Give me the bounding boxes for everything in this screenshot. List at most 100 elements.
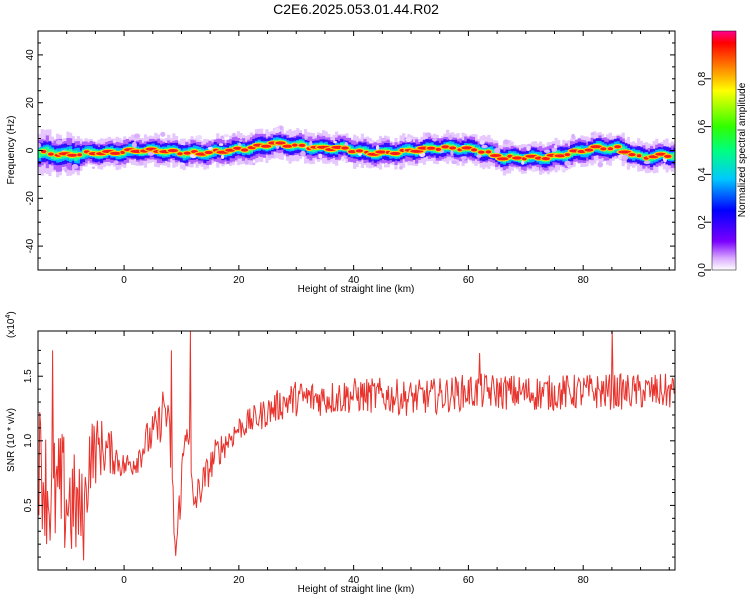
heatmap-fleck — [55, 139, 63, 145]
heatmap-fleck — [597, 161, 604, 168]
x-tick-label: 20 — [233, 275, 245, 286]
heatmap-peak-core — [614, 145, 622, 149]
heatmap-fleck — [195, 135, 203, 140]
heatmap-fleck — [218, 143, 224, 146]
snr-frame — [37, 330, 676, 571]
heatmap-fleck — [643, 160, 651, 165]
snr-xlabel: Height of straight line (km) — [298, 584, 415, 595]
heatmap-fleck — [561, 166, 565, 172]
heatmap-fleck — [300, 150, 306, 157]
heatmap-fleck — [526, 145, 531, 151]
heatmap-peak-core — [355, 149, 364, 153]
heatmap-peak-core — [628, 153, 636, 157]
colorbar-tick-label: 0.8 — [697, 71, 708, 85]
heatmap-fleck — [451, 160, 458, 165]
spectrogram-xlabel: Height of straight line (km) — [298, 284, 415, 295]
heatmap-fleck — [343, 155, 347, 159]
heatmap-fleck — [405, 137, 412, 143]
heatmap-fleck — [448, 134, 453, 141]
heatmap-fleck — [318, 153, 323, 159]
heatmap-fleck — [333, 140, 337, 144]
heatmap-fleck — [564, 160, 571, 166]
heatmap-peak-core — [282, 144, 293, 148]
snr-multiplier-exp: 4 — [5, 315, 12, 319]
colorbar-gradient — [711, 30, 737, 271]
heatmap-peak-core — [478, 150, 485, 154]
heatmap-peak-core — [120, 150, 125, 154]
heatmap-peak-core — [233, 146, 242, 150]
heatmap-fleck — [133, 133, 141, 139]
snr-ticks: 0 20 40 60 80 0.5 1.0 1.5 — [23, 331, 675, 586]
heatmap-fleck — [221, 154, 225, 159]
heatmap-cell — [673, 152, 675, 160]
heatmap-peak-core — [260, 144, 272, 148]
heatmap-peak-core — [109, 151, 122, 155]
snr-series-line — [38, 331, 675, 561]
heatmap-peak-core — [341, 146, 349, 150]
snr-multiplier: (x104) — [5, 311, 17, 338]
colorbar-label: Normalized spectral amplitude — [737, 82, 748, 217]
y-tick-label: 1.5 — [23, 369, 34, 383]
heatmap-peak-core — [177, 152, 183, 156]
heatmap-fleck — [621, 154, 629, 161]
heatmap-fleck — [112, 140, 117, 143]
heatmap-fleck — [71, 164, 79, 169]
snr-ylabel: SNR (10 * v/v) — [6, 408, 17, 472]
heatmap-peak-core — [564, 153, 571, 157]
spectrogram-ylabel: Frequency (Hz) — [6, 116, 17, 185]
heatmap-fleck — [494, 147, 501, 154]
x-tick-label: 40 — [348, 275, 360, 286]
colorbar-tick-label: 0.2 — [697, 215, 708, 229]
heatmap-peak-core — [485, 150, 492, 154]
x-tick-label: 60 — [463, 575, 475, 586]
spectrogram-ticks: 0 20 40 60 80 -40 -20 0 20 40 — [25, 31, 675, 286]
y-tick-label: -40 — [25, 238, 36, 253]
heatmap-fleck — [399, 165, 403, 170]
heatmap-fleck — [476, 154, 482, 158]
heatmap-fleck — [591, 132, 595, 135]
heatmap-cell — [38, 148, 42, 158]
heatmap-peak-core — [461, 146, 473, 150]
heatmap-peak-core — [584, 148, 594, 152]
heatmap-fleck — [384, 162, 388, 165]
colorbar: 0.0 0.2 0.4 0.6 0.8 Normalized spectral ampl… — [697, 30, 748, 277]
heatmap-peak-core — [471, 148, 478, 152]
heatmap-peak-core — [375, 150, 387, 154]
heatmap-fleck — [551, 147, 558, 152]
y-tick-label: -20 — [25, 191, 36, 206]
heatmap-fleck — [220, 135, 225, 139]
heatmap-fleck — [368, 141, 374, 144]
x-tick-label: 80 — [578, 575, 590, 586]
heatmap-peak-core — [655, 152, 667, 156]
heatmap-fleck — [548, 166, 555, 171]
heatmap-fleck — [64, 167, 68, 173]
heatmap-fleck — [304, 135, 308, 141]
colorbar-tick-label: 0.6 — [697, 119, 708, 133]
colorbar-tick-label: 0.4 — [697, 167, 708, 181]
heatmap-fleck — [450, 150, 454, 156]
heatmap-peak-core — [512, 156, 523, 160]
x-tick-label: 80 — [578, 275, 590, 286]
heatmap-peak-core — [554, 154, 566, 158]
snr-multiplier-base: (x10 — [6, 318, 17, 338]
heatmap-cell — [81, 149, 86, 158]
y-tick-label: 1.0 — [23, 433, 34, 447]
heatmap-peak-core — [167, 149, 179, 153]
heatmap-peak-core — [496, 157, 509, 161]
heatmap-fleck — [380, 137, 387, 142]
spectrogram-heatmap — [38, 125, 675, 178]
spectrogram-panel: 0 20 40 60 80 -40 -20 0 20 40 Height of straight … — [6, 30, 676, 295]
x-tick-label: 60 — [463, 275, 475, 286]
colorbar-tick-label: 0.0 — [697, 263, 708, 277]
heatmap-fleck — [481, 144, 488, 149]
heatmap-peak-core — [636, 154, 642, 158]
x-tick-label: 40 — [348, 575, 360, 586]
heatmap-peak-core — [449, 146, 457, 150]
heatmap-peak-core — [541, 157, 551, 161]
heatmap-peak-core — [298, 143, 306, 147]
heatmap-fleck — [479, 140, 485, 145]
heatmap-peak-core — [67, 153, 78, 157]
heatmap-peak-core — [77, 153, 82, 157]
heatmap-fleck — [178, 162, 185, 166]
